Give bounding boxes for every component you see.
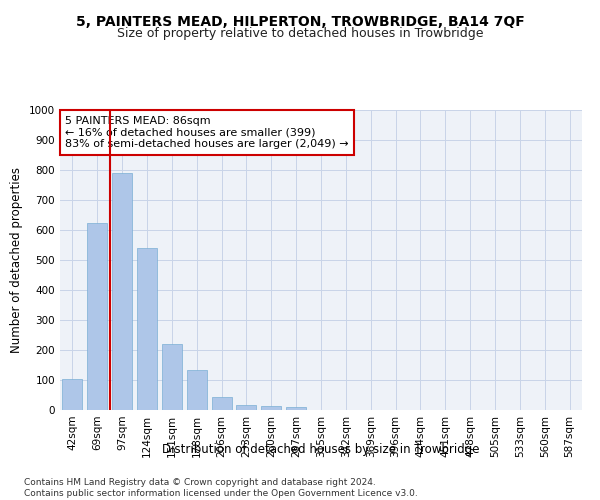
Bar: [162, 344, 182, 410]
Bar: [62, 378, 82, 410]
Bar: [212, 396, 232, 410]
Text: 5, PAINTERS MEAD, HILPERTON, TROWBRIDGE, BA14 7QF: 5, PAINTERS MEAD, HILPERTON, TROWBRIDGE,…: [76, 15, 524, 29]
Bar: [112, 173, 132, 410]
Text: Size of property relative to detached houses in Trowbridge: Size of property relative to detached ho…: [117, 28, 483, 40]
Text: Contains HM Land Registry data © Crown copyright and database right 2024.
Contai: Contains HM Land Registry data © Crown c…: [24, 478, 418, 498]
Bar: [262, 406, 281, 410]
Bar: [187, 370, 206, 410]
Y-axis label: Number of detached properties: Number of detached properties: [10, 167, 23, 353]
Bar: [236, 404, 256, 410]
Text: Distribution of detached houses by size in Trowbridge: Distribution of detached houses by size …: [162, 442, 480, 456]
Bar: [137, 248, 157, 410]
Bar: [286, 407, 306, 410]
Text: 5 PAINTERS MEAD: 86sqm
← 16% of detached houses are smaller (399)
83% of semi-de: 5 PAINTERS MEAD: 86sqm ← 16% of detached…: [65, 116, 349, 149]
Bar: [88, 222, 107, 410]
